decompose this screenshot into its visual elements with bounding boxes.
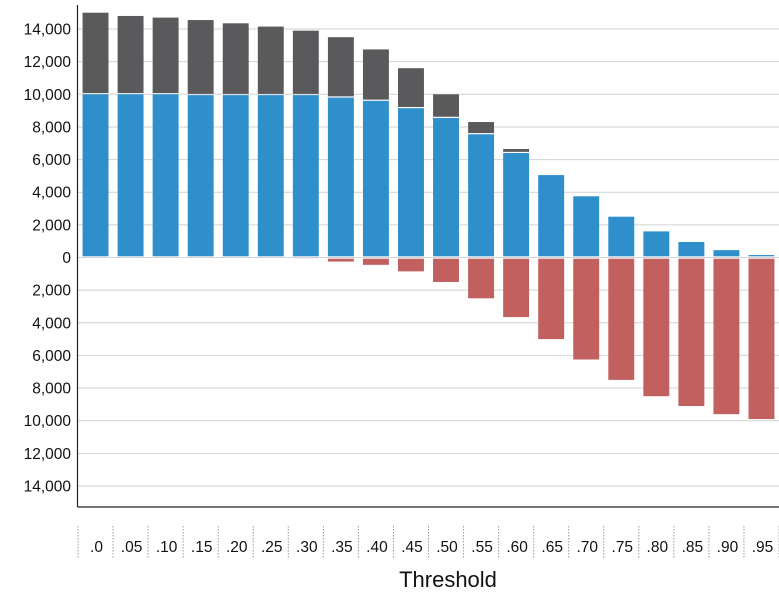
x-tick-label: .40: [366, 539, 388, 556]
bar-segment: [433, 94, 459, 117]
x-tick-label: .05: [121, 539, 143, 556]
x-tick-label: .35: [331, 539, 353, 556]
x-tick-label: .75: [611, 539, 633, 556]
bar-segment: [327, 258, 354, 262]
x-tick-label: .80: [647, 539, 669, 556]
bar-segment: [713, 250, 740, 257]
bar-segment: [468, 122, 495, 134]
bar-segment: [643, 258, 670, 397]
axes: [76, 5, 779, 558]
bar-segment: [503, 258, 530, 318]
y-tick-label: 4,000: [32, 315, 71, 332]
x-tick-label: .60: [506, 539, 528, 556]
bar-segment: [257, 95, 284, 257]
bar-segment: [398, 68, 424, 107]
bar-segment: [573, 258, 600, 360]
bar-segment: [468, 258, 495, 299]
bar-segment: [538, 258, 565, 340]
bar-segment: [117, 15, 144, 94]
bar-segment: [362, 49, 389, 100]
bar-segment: [222, 23, 249, 94]
bar-segment: [398, 258, 424, 272]
x-tick-label: .70: [576, 539, 598, 556]
bar-segment: [187, 95, 214, 257]
bar-segment: [362, 100, 389, 257]
bar-segment: [608, 216, 635, 257]
x-tick-label: .15: [191, 539, 213, 556]
bar-segment: [187, 20, 214, 94]
x-tick-label: .55: [471, 539, 493, 556]
y-tick-label: 10,000: [24, 87, 72, 104]
bar-segment: [152, 17, 179, 94]
x-axis-title: Threshold: [399, 567, 497, 592]
y-tick-label: 6,000: [32, 348, 71, 365]
x-tick-label: .25: [261, 539, 283, 556]
x-tick-label: .95: [752, 539, 774, 556]
y-tick-label: 6,000: [32, 152, 71, 169]
bar-segment: [643, 231, 670, 257]
y-tick-label: 14,000: [24, 22, 72, 39]
bar-segment: [503, 148, 530, 152]
bar-segment: [117, 94, 144, 257]
x-tick-label: .20: [226, 539, 248, 556]
y-tick-label: 4,000: [32, 185, 71, 202]
bar-segment: [327, 37, 354, 97]
bar-segment: [292, 30, 319, 94]
y-tick-label: 14,000: [24, 478, 72, 495]
bar-segment: [362, 258, 389, 265]
x-tick-label: .90: [717, 539, 739, 556]
bar-segment: [433, 258, 459, 282]
bars: [82, 12, 775, 420]
bar-segment: [468, 134, 495, 257]
x-tick-label: .0: [90, 539, 103, 556]
bar-segment: [222, 95, 249, 257]
x-tick-label: .30: [296, 539, 318, 556]
bar-segment: [398, 108, 424, 257]
bar-segment: [538, 175, 565, 257]
bar-segment: [152, 94, 179, 257]
x-axis-tick-labels: .0 .05 .10 .15 .20 .25 .30 .35 .40 .45 .50 .55 .60 .6…: [90, 539, 773, 556]
x-tick-label: .10: [156, 539, 178, 556]
bar-segment: [503, 153, 530, 257]
bar-segment: [433, 117, 459, 257]
y-axis-tick-labels: 14,000 12,000 10,000 8,000 6,000 4,000 2,000 0 2…: [24, 22, 72, 496]
y-tick-label: 8,000: [32, 119, 71, 136]
gridlines: [78, 28, 779, 487]
x-tick-label: .85: [682, 539, 704, 556]
y-tick-label: 8,000: [32, 381, 71, 398]
x-tick-label: .65: [541, 539, 563, 556]
bar-segment: [82, 12, 109, 94]
bar-segment: [292, 95, 319, 257]
y-tick-label: 2,000: [32, 283, 71, 300]
bar-segment: [82, 94, 109, 257]
y-tick-label: 10,000: [24, 413, 72, 430]
bar-segment: [748, 255, 775, 257]
bar-segment: [678, 241, 705, 257]
x-tick-label: .50: [436, 539, 458, 556]
bar-segment: [748, 258, 775, 420]
y-tick-label: 2,000: [32, 217, 71, 234]
x-tick-label: .45: [401, 539, 423, 556]
bar-segment: [257, 26, 284, 94]
bar-segment: [713, 258, 740, 415]
bar-segment: [678, 258, 705, 407]
y-tick-label: 0: [62, 250, 71, 267]
bar-segment: [573, 196, 600, 257]
bar-segment: [327, 97, 354, 257]
y-tick-label: 12,000: [24, 54, 72, 71]
bar-segment: [608, 258, 635, 380]
y-tick-label: 12,000: [24, 446, 72, 463]
